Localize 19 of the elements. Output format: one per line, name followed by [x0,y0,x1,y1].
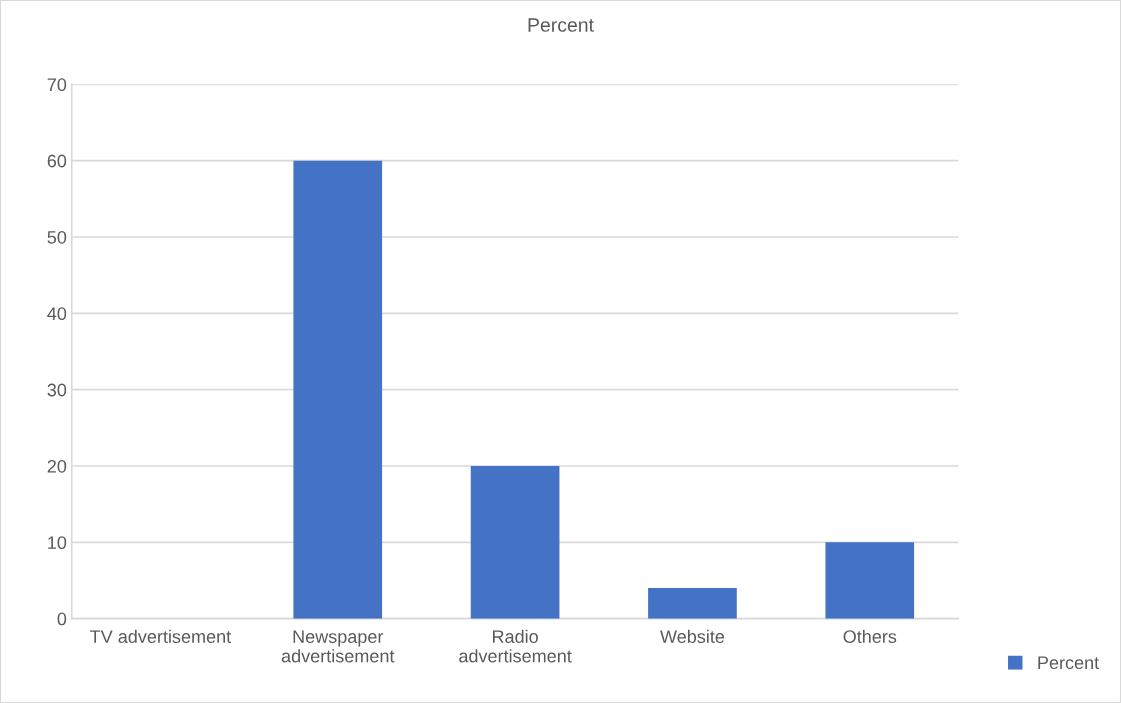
y-tick-label: 30 [47,383,67,397]
y-tick-label: 50 [47,230,67,244]
y-tick-label: 0 [57,612,67,626]
y-tick-label: 20 [47,459,67,473]
x-tick-label: Radio advertisement [459,629,572,663]
y-tick-label: 60 [47,154,67,168]
x-tick-label: TV advertisement [90,629,232,644]
y-tick-label: 70 [47,78,67,92]
y-tick-label: 40 [47,307,67,321]
legend-label: Percent [1038,656,1100,670]
bar [825,542,915,619]
y-tick-label: 10 [48,536,67,550]
x-tick-label: Website [660,629,725,644]
chart-title: Percent [528,18,594,32]
x-tick-label: Newspaper advertisement [281,630,395,663]
bar [293,160,383,619]
bar [648,588,737,619]
x-tick-label: Others [843,629,897,644]
bar [470,465,560,619]
